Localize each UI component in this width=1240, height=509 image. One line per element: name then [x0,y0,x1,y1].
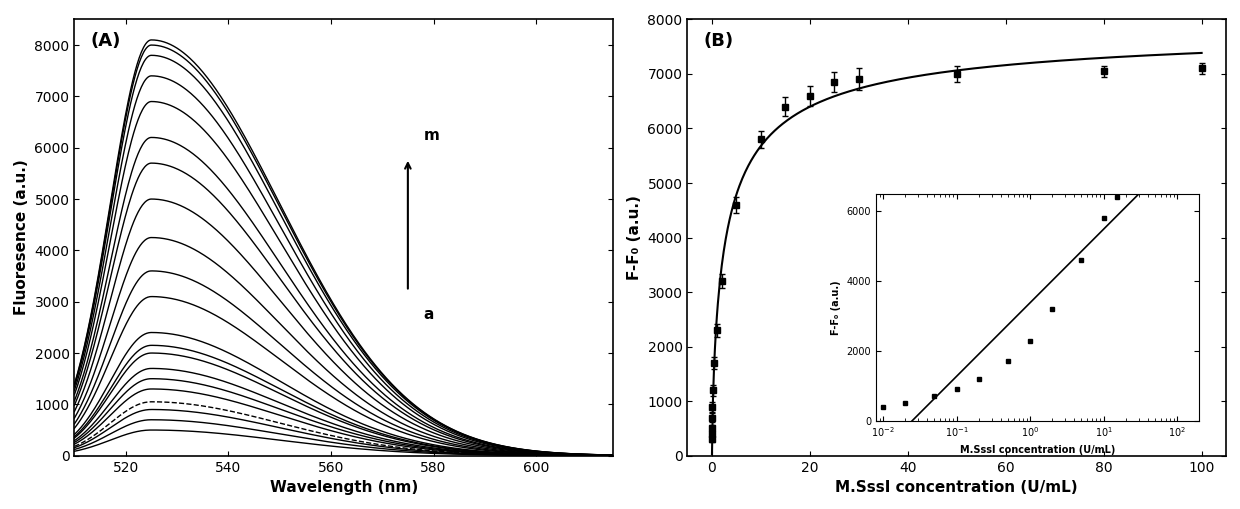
Y-axis label: F-F₀ (a.u.): F-F₀ (a.u.) [627,195,642,280]
Text: (B): (B) [703,33,734,50]
Text: (A): (A) [91,33,122,50]
Text: a: a [423,307,434,322]
X-axis label: M.SssI concentration (U/mL): M.SssI concentration (U/mL) [836,480,1078,495]
Y-axis label: Fluoresence (a.u.): Fluoresence (a.u.) [14,160,29,316]
Text: m: m [423,128,439,143]
X-axis label: Wavelength (nm): Wavelength (nm) [269,480,418,495]
